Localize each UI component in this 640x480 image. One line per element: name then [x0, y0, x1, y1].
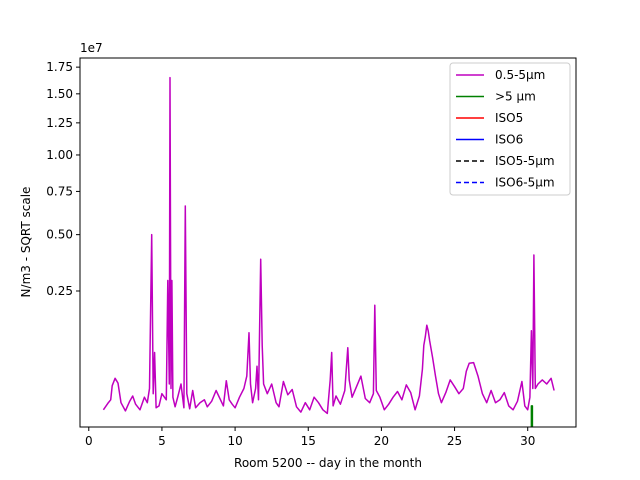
series-line-1	[530, 405, 534, 427]
y-tick-label: 0.75	[46, 184, 73, 198]
x-tick-label: 10	[227, 434, 242, 448]
x-tick-label: 30	[520, 434, 535, 448]
x-tick-label: 15	[301, 434, 316, 448]
y-tick-label: 0.50	[46, 228, 73, 242]
series-line-0	[102, 76, 555, 415]
legend-label: ISO5-5µm	[495, 154, 555, 168]
plot-area-frame	[79, 57, 577, 428]
y-tick-label: 1.75	[46, 60, 73, 74]
x-axis-ticks: 0 5 10 15 20 25 30	[85, 427, 535, 448]
legend-label: ISO6	[495, 133, 523, 147]
legend-label: ISO5	[495, 111, 523, 125]
x-tick-label: 0	[85, 434, 93, 448]
y-tick-label: 1.25	[46, 116, 73, 130]
y-tick-label: 1.00	[46, 148, 73, 162]
y-axis-label: N/m3 - SQRT scale	[19, 187, 33, 298]
x-tick-label: 5	[158, 434, 166, 448]
y-axis-ticks: 0.25 0.50 0.75 1.00 1.25 1.50 1.75	[46, 60, 80, 298]
legend-label: ISO6-5µm	[495, 176, 555, 190]
x-axis-label: Room 5200 -- day in the month	[234, 456, 422, 470]
y-offset-label: 1e7	[80, 41, 103, 55]
y-tick-label: 0.25	[46, 284, 73, 298]
legend-label: >5 µm	[495, 90, 536, 104]
x-tick-label: 25	[447, 434, 462, 448]
legend: 0.5-5µm >5 µm ISO5 ISO6 ISO5-5µm ISO6-5µm	[449, 62, 571, 196]
x-tick-label: 20	[374, 434, 389, 448]
legend-label: 0.5-5µm	[495, 68, 545, 82]
y-tick-label: 1.50	[46, 87, 73, 101]
series-lines	[102, 76, 555, 427]
